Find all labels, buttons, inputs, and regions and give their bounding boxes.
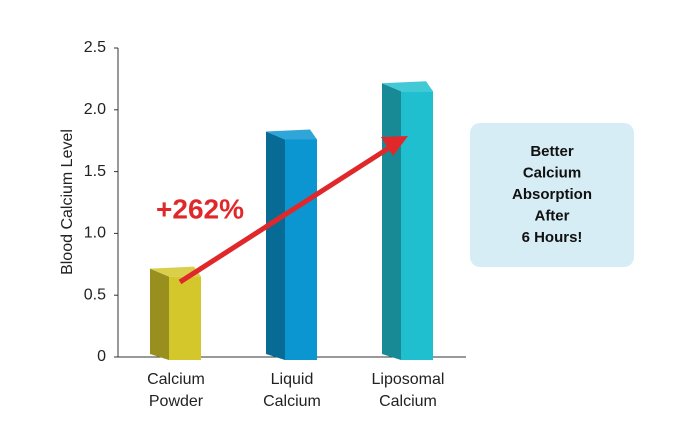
y-tick-label: 1.5 (84, 163, 106, 180)
y-tick-label: 0.5 (84, 286, 106, 303)
bar-top (266, 129, 317, 140)
bars (150, 81, 433, 360)
x-tick-label: Calcium Powder (147, 371, 205, 410)
x-tick-label: Liposomal Calcium (371, 371, 445, 410)
x-tick-label: Liquid Calcium (263, 371, 321, 410)
arrow (178, 143, 394, 285)
y-tick-label: 2.5 (84, 39, 106, 56)
arrow-head (381, 136, 408, 156)
annotation: +262% (156, 193, 244, 224)
bar-top (382, 81, 433, 92)
callout-line: Calcium (523, 164, 581, 181)
callout-line: After (534, 207, 569, 224)
bar (169, 276, 201, 360)
bar-side (266, 131, 285, 360)
callout-box (470, 123, 634, 267)
y-tick-label: 0 (97, 348, 106, 365)
y-tick-label: 2.0 (84, 101, 106, 118)
callout-line: Better (530, 143, 574, 160)
y-tick-label: 1.0 (84, 225, 106, 242)
callout-line: Absorption (512, 186, 592, 203)
bar (401, 91, 433, 360)
bar (285, 139, 317, 360)
bar-side (382, 83, 401, 360)
callout-line: 6 Hours! (522, 229, 583, 246)
bar-side (150, 268, 169, 360)
y-axis-label: Blood Calcium Level (59, 129, 76, 275)
callout: Better Calcium Absorption After 6 Hours! (512, 143, 592, 246)
